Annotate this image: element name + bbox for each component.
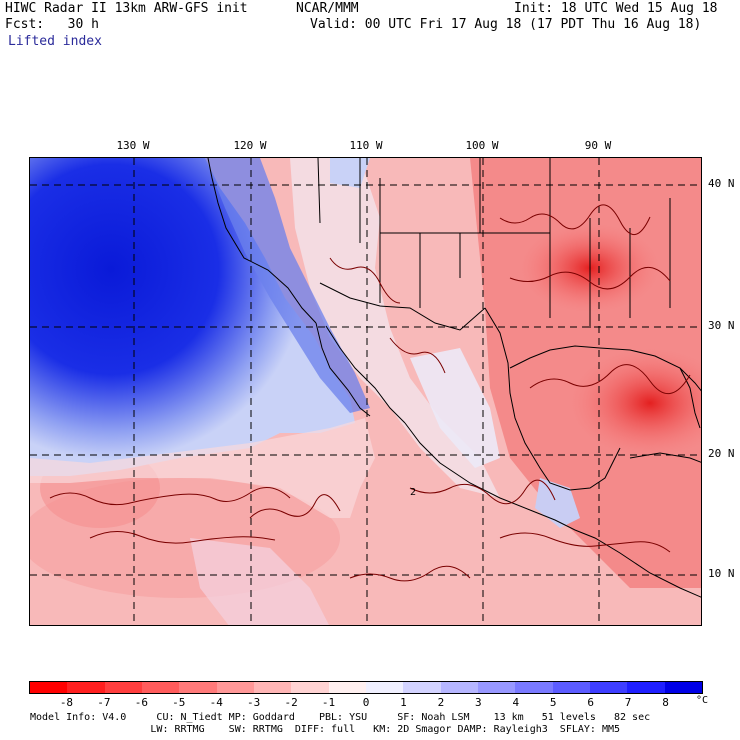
colorbar-unit: °C xyxy=(696,695,709,706)
colorbar-tick-label: 7 xyxy=(624,696,632,709)
contour-2 xyxy=(89,531,276,544)
colorbar-tick-label: -8 xyxy=(59,696,74,709)
field-name: Lifted index xyxy=(8,34,102,49)
colorbar-swatch xyxy=(291,682,329,693)
colorbar-tick-label: 1 xyxy=(400,696,407,709)
contour-value-label: 2 xyxy=(410,487,416,498)
colorbar-swatch xyxy=(589,682,628,693)
model-info-line2: LW: RRTMG SW: RRTMG DIFF: full KM: 2D Sm… xyxy=(30,724,621,735)
contour-1 xyxy=(49,487,291,506)
pale-plateau xyxy=(410,348,500,468)
colorbar-tick-label: -5 xyxy=(172,696,186,709)
colorbar-swatch xyxy=(141,682,180,693)
colorbar-tick-label: 0 xyxy=(362,696,370,709)
pale-blue-fringe xyxy=(30,418,375,518)
lat-label-30n: 30 N xyxy=(708,319,735,332)
colorbar-swatch xyxy=(515,682,553,693)
hot-core-south xyxy=(570,348,701,458)
colorbar xyxy=(29,681,703,694)
colorbar-swatch xyxy=(403,682,441,693)
baja-california xyxy=(315,322,371,417)
us-west-coast xyxy=(207,158,317,324)
colorbar-swatch xyxy=(664,682,702,693)
colorbar-swatch xyxy=(627,682,665,693)
blue-coastal-band xyxy=(205,158,370,413)
contour-9 xyxy=(329,257,401,304)
colorbar-swatch xyxy=(552,682,590,693)
colorbar-tick-label: 3 xyxy=(475,696,482,709)
model-title: HIWC Radar II 13km ARW-GFS init xyxy=(5,1,248,16)
colorbar-tick-label: 6 xyxy=(587,696,594,709)
colorbar-swatch xyxy=(30,682,68,693)
contour-10 xyxy=(389,337,446,374)
colorbar-tick-label: -1 xyxy=(321,696,336,709)
lon-label-90w: 90 W xyxy=(584,139,612,152)
colorbar-tick-label: 5 xyxy=(549,696,557,709)
colorbar-swatch xyxy=(179,682,217,693)
valid-time: Valid: 00 UTC Fri 17 Aug 18 (17 PDT Thu … xyxy=(310,17,702,32)
colorbar-swatch xyxy=(365,682,404,693)
contours xyxy=(49,204,691,582)
colorbar-swatch xyxy=(328,682,366,693)
organization: NCAR/MMM xyxy=(296,1,359,16)
colorbar-tick-label: -7 xyxy=(97,696,111,709)
lat-label-40n: 40 N xyxy=(708,177,735,190)
colorbar-tick-label: -2 xyxy=(284,696,298,709)
colorbar-tick-label: 2 xyxy=(437,696,445,709)
colorbar-tick-label: -3 xyxy=(247,696,261,709)
blue-streak-gulf xyxy=(535,478,580,528)
contour-5 xyxy=(499,532,671,553)
lat-label-20n: 20 N xyxy=(708,447,735,460)
pale-interior xyxy=(290,158,500,498)
lon-label-100w: 100 W xyxy=(465,139,499,152)
colorbar-swatch xyxy=(67,682,105,693)
forecast-hour: Fcst: 30 h xyxy=(5,17,99,32)
blue-pacific xyxy=(30,158,355,476)
gulf-of-california xyxy=(325,325,406,424)
colorbar-swatch xyxy=(477,682,516,693)
us-gulf-coast xyxy=(509,345,701,392)
contour-11 xyxy=(349,565,471,582)
contour-4 xyxy=(409,479,556,505)
init-time: Init: 18 UTC Wed 15 Aug 18 xyxy=(514,1,718,16)
contour-8 xyxy=(529,364,691,394)
cuba xyxy=(629,452,701,463)
lat-label-10n: 10 N xyxy=(708,567,735,580)
colorbar-tick-label: -6 xyxy=(134,696,148,709)
gulf-of-mexico-coast xyxy=(484,307,621,491)
map-canvas: 2 xyxy=(30,158,701,625)
colorbar-tick-label: -4 xyxy=(209,696,223,709)
pale-blue-offshore xyxy=(190,538,329,625)
colorbar-swatch xyxy=(440,682,478,693)
lon-label-130w: 130 W xyxy=(116,139,150,152)
colorbar-swatch xyxy=(216,682,254,693)
state-borders xyxy=(317,158,671,328)
us-mexico-border xyxy=(319,282,486,331)
contour-6 xyxy=(499,204,651,235)
contour-7 xyxy=(509,267,671,290)
lon-label-110w: 110 W xyxy=(349,139,383,152)
mexico-pacific-coast xyxy=(404,422,701,598)
florida xyxy=(679,367,701,429)
colorbar-swatch xyxy=(253,682,292,693)
contour-3 xyxy=(249,494,341,519)
graticule xyxy=(30,158,701,625)
colorbar-swatch xyxy=(104,682,142,693)
lifted-index-map: 2 xyxy=(29,157,702,626)
colorbar-tick-label: 8 xyxy=(662,696,669,709)
model-info-line1: Model Info: V4.0 CU: N_Tiedt MP: Goddard… xyxy=(30,712,651,723)
coastlines xyxy=(207,158,701,598)
lon-label-120w: 120 W xyxy=(233,139,267,152)
colorbar-tick-label: 4 xyxy=(512,696,520,709)
